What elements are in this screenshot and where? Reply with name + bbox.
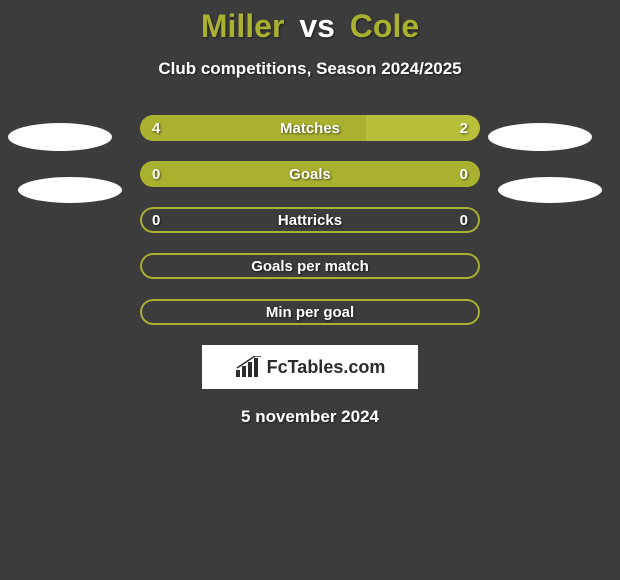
bar-row-matches: 4 Matches 2 [140,115,480,141]
bar-label: Matches [140,115,480,141]
bar-row-goals: 0 Goals 0 [140,161,480,187]
ellipse-right-1 [488,123,592,151]
bar-right-value: 0 [460,161,468,187]
date-text: 5 november 2024 [0,407,620,427]
logo-inner: FcTables.com [235,356,386,378]
bar-label: Goals [140,161,480,187]
ellipse-right-2 [498,177,602,203]
player2-name: Cole [350,8,419,44]
vs-text: vs [299,8,335,44]
bar-row-goals-per-match: Goals per match [140,253,480,279]
subtitle: Club competitions, Season 2024/2025 [0,59,620,79]
bar-right-value: 2 [460,115,468,141]
ellipse-left-1 [8,123,112,151]
fctables-logo: FcTables.com [202,345,418,389]
comparison-title: Miller vs Cole [0,0,620,45]
bars-icon [235,356,263,378]
ellipse-left-2 [18,177,122,203]
bar-row-hattricks: 0 Hattricks 0 [140,207,480,233]
bar-row-min-per-goal: Min per goal [140,299,480,325]
player1-name: Miller [201,8,285,44]
logo-text: FcTables.com [267,357,386,378]
bar-label: Goals per match [140,253,480,279]
bar-right-value: 0 [460,207,468,233]
bar-label: Hattricks [140,207,480,233]
bar-label: Min per goal [140,299,480,325]
